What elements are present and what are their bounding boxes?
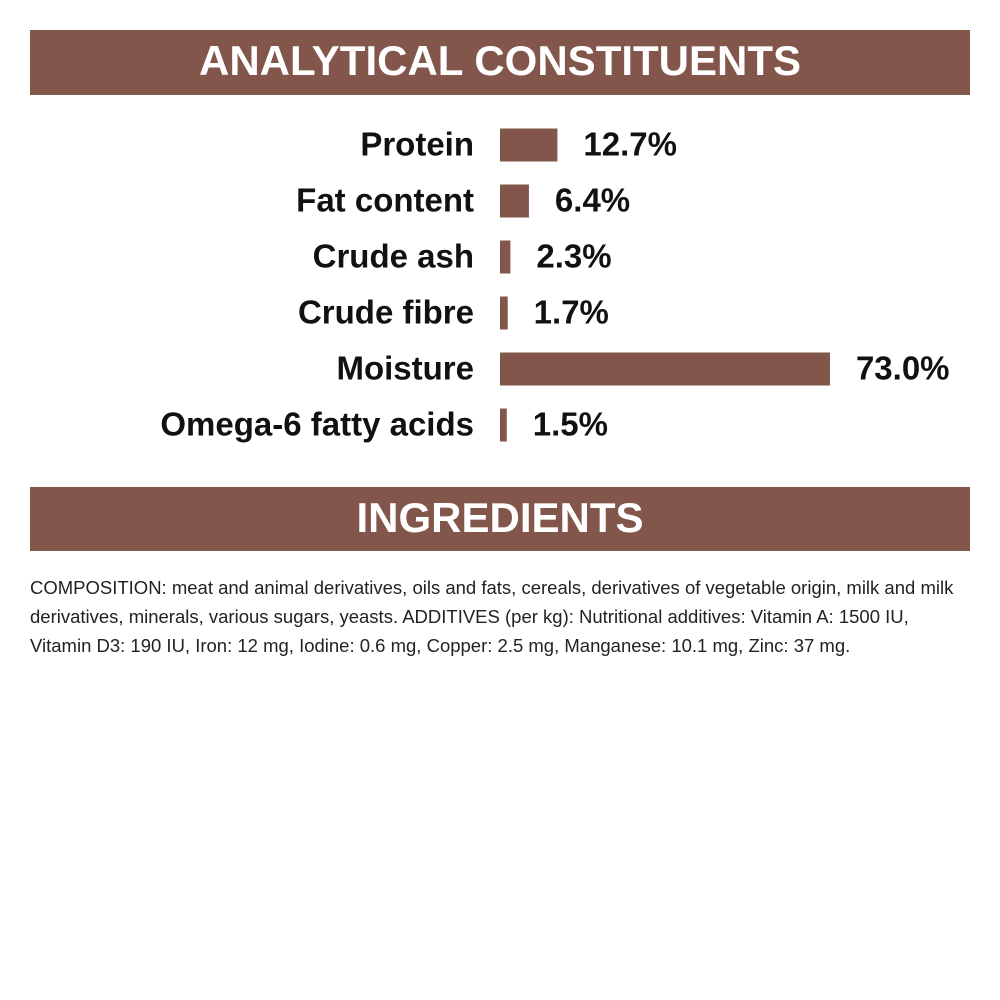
category-label: Fat content xyxy=(296,182,474,219)
category-label: Omega-6 fatty acids xyxy=(160,406,474,443)
ingredients-title: INGREDIENTS xyxy=(356,494,643,541)
bar xyxy=(500,408,507,442)
ingredients-text: COMPOSITION: meat and animal derivatives… xyxy=(30,577,954,656)
value-label: 6.4% xyxy=(555,182,630,219)
title-banner xyxy=(30,30,970,95)
ingredients-banner xyxy=(30,487,970,551)
category-label: Moisture xyxy=(336,350,474,387)
value-label: 12.7% xyxy=(583,126,677,163)
category-label: Crude fibre xyxy=(298,294,474,331)
value-label: 73.0% xyxy=(856,350,950,387)
category-label: Protein xyxy=(360,126,474,163)
chart-title: ANALYTICAL CONSTITUENTS xyxy=(199,37,801,84)
value-label: 2.3% xyxy=(536,238,611,275)
bar xyxy=(500,352,830,386)
value-label: 1.7% xyxy=(534,294,609,331)
bar xyxy=(500,184,529,218)
value-label: 1.5% xyxy=(533,406,608,443)
bar xyxy=(500,128,558,162)
bar xyxy=(500,240,511,274)
bar xyxy=(500,296,508,330)
category-label: Crude ash xyxy=(313,238,474,275)
